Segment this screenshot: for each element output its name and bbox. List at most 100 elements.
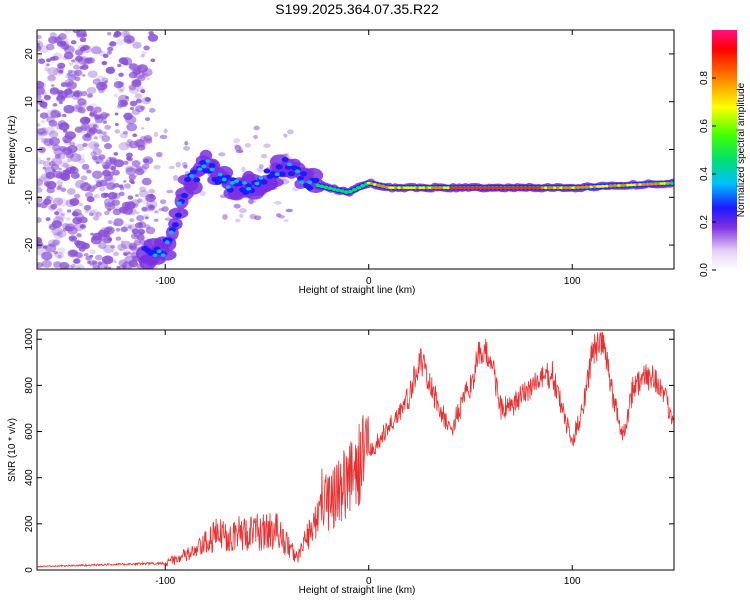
ridge-cyan <box>274 172 280 177</box>
noise-speckle <box>49 87 60 95</box>
noise-speckle <box>135 211 140 215</box>
ridge-cyan <box>254 181 260 186</box>
noise-speckle <box>239 213 244 219</box>
noise-speckle <box>52 239 61 246</box>
noise-speckle <box>125 142 134 148</box>
ridge-core <box>528 186 533 189</box>
noise-speckle <box>77 107 86 114</box>
ridge-halo <box>199 149 213 162</box>
ridge-core <box>601 185 606 188</box>
noise-speckle <box>134 93 143 100</box>
ridge-cyan <box>225 185 231 189</box>
noise-speckle <box>126 138 133 144</box>
noise-speckle <box>135 98 142 104</box>
noise-speckle <box>129 245 137 251</box>
noise-speckle <box>53 89 58 93</box>
noise-speckle <box>131 228 140 235</box>
ridge-blue <box>245 183 253 189</box>
chart-title: S199.2025.364.07.35.R22 <box>275 1 439 17</box>
noise-speckle <box>74 180 86 189</box>
ridge-cyan <box>351 187 357 192</box>
ridge-cyan <box>315 183 321 188</box>
snr-series-line <box>37 332 674 568</box>
noise-speckle <box>133 239 142 246</box>
ridge-core <box>430 186 435 189</box>
noise-speckle <box>42 105 48 110</box>
noise-speckle <box>86 86 97 95</box>
noise-speckle <box>75 264 85 269</box>
noise-speckle <box>112 222 118 227</box>
noise-speckle <box>47 74 57 82</box>
colorbar: 0.0 0.2 0.4 0.6 0.8 Normalized spectral ampl… <box>699 30 747 277</box>
ridge-core <box>534 186 539 189</box>
noise-speckle <box>95 161 100 165</box>
noise-speckle <box>56 186 62 191</box>
noise-speckle <box>233 203 241 209</box>
noise-speckle <box>101 77 109 83</box>
noise-speckle <box>51 220 63 229</box>
ridge-blue <box>171 222 179 228</box>
noise-speckle <box>44 175 50 179</box>
snr-ytick-label: 1000 <box>24 328 35 351</box>
noise-speckle <box>90 235 103 245</box>
noise-speckle <box>107 191 118 200</box>
ridge-core <box>418 186 423 189</box>
spectrogram-y-ticks: 20 10 0 -10 -20 <box>24 48 674 252</box>
noise-speckle <box>142 207 150 213</box>
noise-speckle <box>141 96 152 105</box>
noise-speckle <box>42 166 47 170</box>
ridge-core <box>519 186 524 189</box>
noise-speckle <box>49 225 53 229</box>
noise-speckle <box>141 127 145 130</box>
noise-speckle <box>93 143 100 148</box>
noise-speckle <box>123 183 131 189</box>
noise-speckle <box>101 255 114 265</box>
ridge-cyan <box>201 164 207 169</box>
noise-speckle <box>107 266 112 269</box>
noise-speckle <box>116 38 125 46</box>
noise-speckle <box>97 84 106 91</box>
noise-speckle <box>63 104 75 114</box>
noise-speckle <box>74 76 81 82</box>
noise-speckle <box>57 247 66 254</box>
ridge-core <box>452 186 457 189</box>
noise-speckle <box>62 55 69 61</box>
ridge-core <box>394 186 399 189</box>
noise-speckle <box>40 119 46 124</box>
ridge-core <box>604 184 609 188</box>
noise-speckle <box>37 34 42 40</box>
ridge-core <box>571 186 576 189</box>
noise-speckle <box>83 204 92 211</box>
ridge-cyan <box>323 185 329 190</box>
noise-speckle <box>80 123 91 131</box>
ridge-cyan <box>331 187 337 191</box>
noise-speckle <box>72 30 81 34</box>
noise-speckle <box>99 186 106 192</box>
noise-speckle <box>66 188 76 195</box>
noise-speckle <box>59 160 70 168</box>
noise-speckle <box>256 167 264 173</box>
noise-speckle <box>101 161 111 169</box>
noise-speckle <box>37 262 44 268</box>
noise-speckle <box>66 158 72 163</box>
noise-speckle <box>153 131 159 138</box>
noise-speckle <box>113 159 125 168</box>
noise-speckle <box>127 225 132 229</box>
noise-speckle <box>91 170 103 179</box>
noise-speckle <box>126 122 138 132</box>
noise-speckle <box>118 191 125 197</box>
noise-speckle <box>75 143 85 152</box>
ridge-cyan <box>209 167 215 172</box>
noise-speckle <box>102 120 108 124</box>
noise-speckle <box>276 213 282 218</box>
ridge-blue <box>214 179 222 185</box>
noise-speckle <box>79 116 91 125</box>
noise-speckle <box>110 66 114 69</box>
noise-speckle <box>129 86 139 95</box>
noise-speckle <box>147 33 159 42</box>
ridge-blue <box>199 159 207 166</box>
noise-speckle <box>83 252 89 257</box>
ridge-core <box>595 185 600 188</box>
